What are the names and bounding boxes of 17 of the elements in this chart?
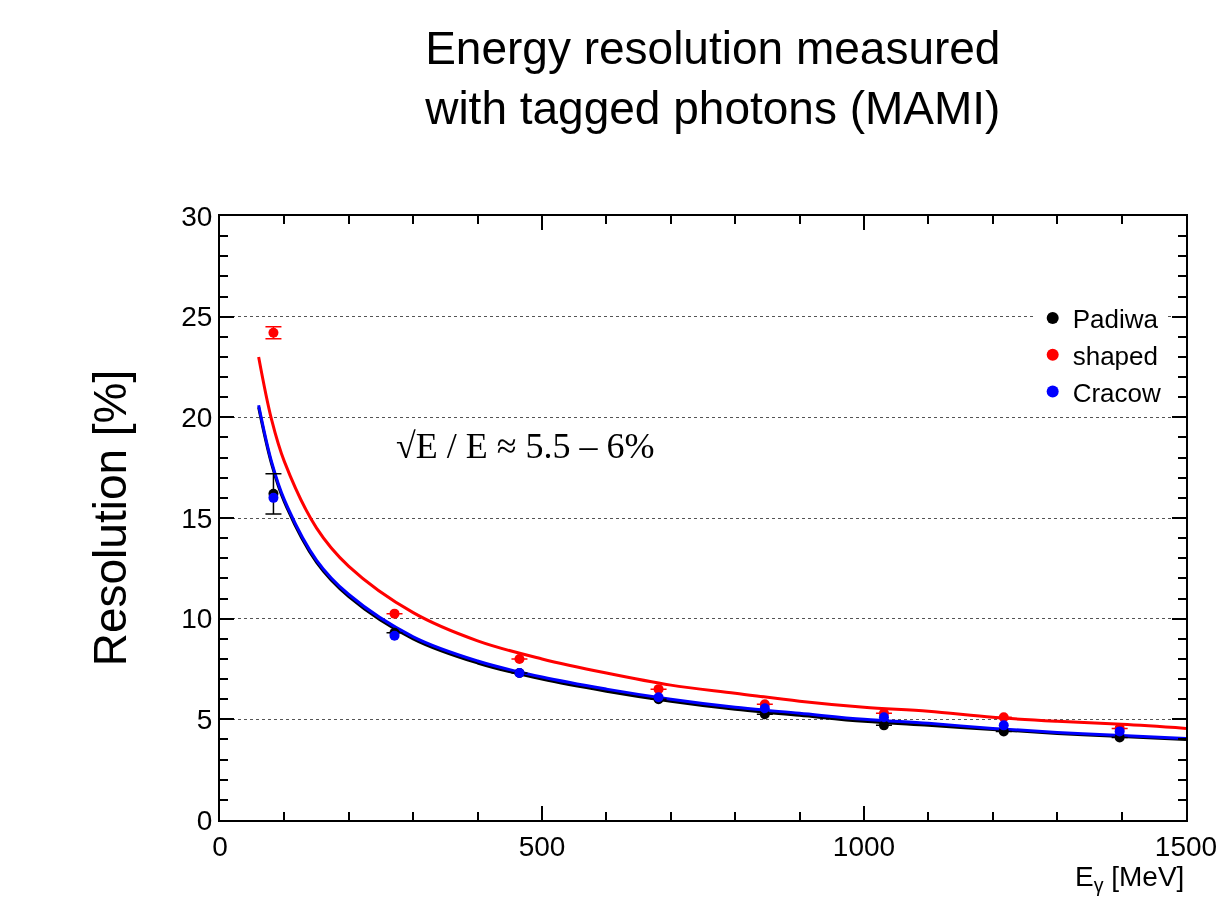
legend-label: shaped [1072, 340, 1158, 371]
y-tick-label: 20 [181, 402, 213, 434]
legend-label: Padiwa [1072, 304, 1159, 335]
y-tick-label: 25 [181, 301, 213, 333]
y-tick-label: 15 [181, 502, 213, 534]
legend-label: Cracow [1072, 377, 1162, 408]
annotation: √E / E ≈ 5.5 – 6% [396, 426, 655, 466]
y-tick-label: 0 [196, 804, 213, 836]
y-tick-label: 10 [181, 603, 213, 635]
y-axis-title: Resolution [%] [84, 369, 137, 667]
x-tick-label: 1500 [1154, 830, 1218, 862]
chart-title: Energy resolution measured with tagged photons (MAMI) [424, 21, 1001, 134]
y-tick-label: 5 [196, 704, 213, 736]
y-tick-label: 30 [181, 200, 213, 232]
x-tick-label: 1000 [832, 830, 896, 862]
x-tick-label: 500 [518, 830, 566, 862]
x-axis-title: E$_{γ}$ [MeV] [1075, 861, 1185, 896]
